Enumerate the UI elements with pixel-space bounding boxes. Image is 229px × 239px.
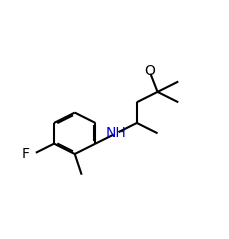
Text: F: F: [22, 147, 30, 161]
Text: O: O: [143, 64, 154, 78]
Text: NH: NH: [105, 126, 126, 140]
